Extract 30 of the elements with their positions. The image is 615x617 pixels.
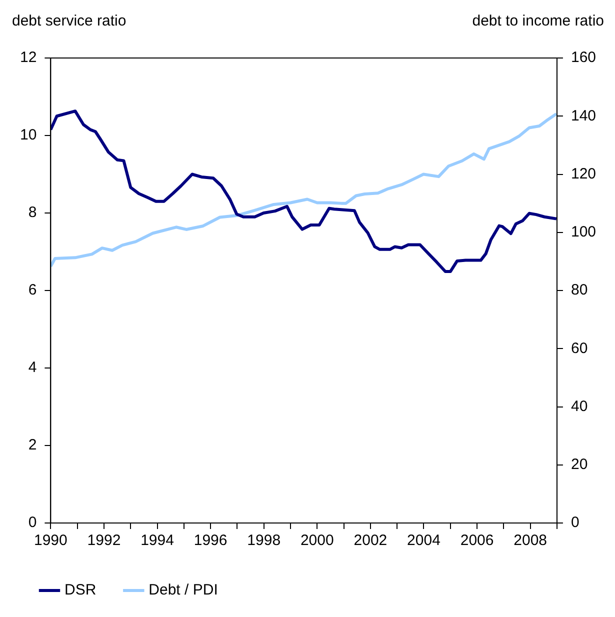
y-tick-label: 6	[28, 282, 37, 299]
y-tick-label: 8	[28, 204, 37, 222]
y2-tick-label: 80	[570, 282, 588, 299]
y2-tick-label: 120	[570, 165, 596, 182]
y2-tick-label: 100	[570, 224, 596, 241]
legend-label: DSR	[64, 582, 96, 599]
y-tick-label: 0	[28, 514, 37, 532]
x-tick-label: 1996	[194, 532, 228, 550]
y-tick-label: 10	[20, 126, 37, 144]
x-tick-label: 1990	[34, 532, 68, 550]
y2-tick-label: 140	[570, 107, 596, 124]
y-tick-label: 12	[20, 49, 37, 66]
y2-tick-label: 160	[570, 49, 596, 66]
y2-axis-title: debt to income ratio	[472, 12, 604, 30]
y2-tick-label: 0	[570, 514, 580, 532]
legend-label: Debt / PDI	[148, 582, 218, 599]
y2-tick-label: 60	[570, 340, 588, 357]
x-tick-label: 1994	[140, 532, 174, 550]
x-tick-label: 2006	[460, 532, 494, 550]
y2-tick-label: 40	[570, 398, 588, 415]
x-tick-label: 1992	[87, 532, 121, 550]
y-tick-label: 2	[28, 436, 37, 454]
x-tick-label: 1998	[247, 532, 281, 550]
y2-tick-label: 20	[570, 456, 588, 474]
x-tick-label: 2000	[300, 532, 334, 550]
x-tick-label: 2002	[354, 532, 388, 550]
y-tick-label: 4	[28, 359, 37, 376]
x-tick-label: 2008	[514, 532, 548, 550]
x-tick-label: 2004	[407, 532, 440, 550]
y-axis-title: debt service ratio	[12, 12, 126, 30]
